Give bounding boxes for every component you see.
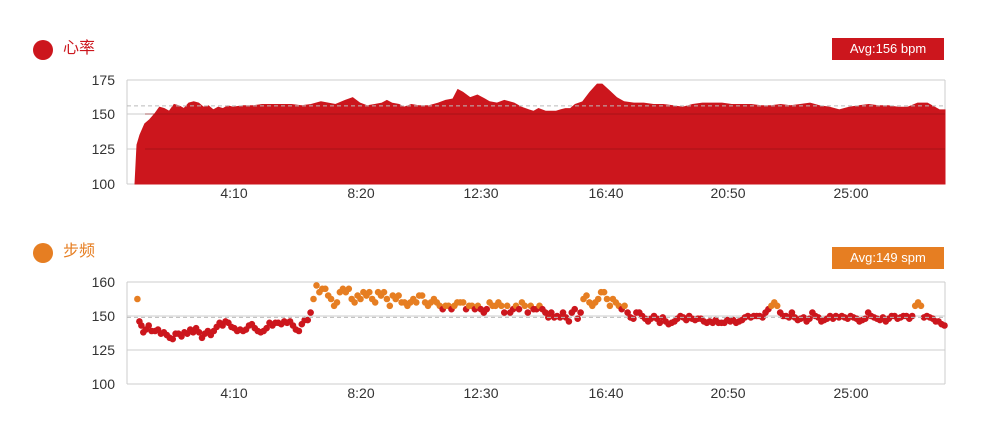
hr-x-tick-label: 8:20 <box>347 185 374 201</box>
hr-x-tick-label: 12:30 <box>463 185 498 201</box>
cadence-point <box>327 295 335 303</box>
cadence-point <box>357 295 364 303</box>
cadence-point <box>577 309 584 316</box>
cadence-point <box>371 299 379 306</box>
cadence-point <box>483 305 491 313</box>
hr-x-tick-label: 4:10 <box>220 185 247 201</box>
cadence-point <box>333 299 341 306</box>
cadence-point <box>295 327 303 335</box>
cadence-point <box>603 295 611 303</box>
cadence-x-tick-label: 4:10 <box>220 385 247 401</box>
cadence-point <box>515 305 523 313</box>
cadence-point <box>366 288 373 296</box>
cadence-point <box>498 302 505 310</box>
cadence-point <box>413 299 420 306</box>
cadence-point <box>542 309 549 316</box>
hr-y-tick-label: 100 <box>92 176 116 192</box>
hr-x-tick-label: 25:00 <box>833 185 868 201</box>
cadence-point <box>656 319 664 327</box>
cadence-point <box>169 335 176 343</box>
cadence-point <box>788 309 796 316</box>
cadence-point <box>195 329 203 336</box>
cadence-point <box>600 288 608 296</box>
cadence-point <box>345 285 353 293</box>
cadence-point <box>574 315 581 323</box>
cadence-x-tick-label: 20:50 <box>710 385 745 401</box>
cadence-point <box>503 302 511 310</box>
cadence-point <box>524 309 532 316</box>
cadence-point <box>459 299 467 306</box>
cadence-point <box>565 318 573 325</box>
cadence-y-tick-label: 100 <box>92 376 116 392</box>
cadence-point <box>310 295 317 303</box>
cadence-point <box>908 312 916 320</box>
cadence-point <box>322 285 329 293</box>
cadence-point <box>304 316 312 324</box>
cadence-point <box>307 309 314 316</box>
cadence-point <box>521 302 529 310</box>
hr-x-tick-label: 20:50 <box>710 185 745 201</box>
cadence-point <box>917 302 925 310</box>
hr-y-tick-label: 175 <box>92 72 116 88</box>
cadence-point <box>548 309 555 316</box>
cadence-legend-dot <box>33 243 53 263</box>
cadence-point <box>941 322 948 329</box>
hr-y-tick-label: 150 <box>92 106 116 122</box>
cadence-y-tick-label: 125 <box>92 342 116 358</box>
cadence-x-tick-label: 16:40 <box>588 385 623 401</box>
cadence-point <box>138 322 145 329</box>
cadence-y-tick-label: 160 <box>92 274 116 290</box>
cadence-point <box>630 315 637 323</box>
cadence-point <box>383 295 391 303</box>
heart-rate-legend-dot <box>33 40 53 60</box>
hr-area <box>134 83 946 185</box>
cadence-point <box>773 302 781 310</box>
heart-rate-title: 心率 <box>63 40 96 57</box>
cadence-point <box>583 292 590 299</box>
cadence-point <box>594 295 602 303</box>
cadence-point <box>571 305 578 313</box>
cadence-title: 步频 <box>63 243 96 260</box>
cadence-point <box>559 309 567 316</box>
cadence-x-tick-label: 12:30 <box>463 385 498 401</box>
cadence-point <box>263 324 270 332</box>
cadence-y-tick-label: 150 <box>92 308 116 324</box>
cadence-x-tick-label: 25:00 <box>833 385 868 401</box>
heart-rate-avg-badge: Avg:156 bpm <box>832 38 944 60</box>
cadence-x-tick-label: 8:20 <box>347 385 374 401</box>
cadence-point <box>624 309 631 316</box>
hr-x-tick-label: 16:40 <box>588 185 623 201</box>
cadence-point <box>395 292 402 299</box>
cadence-point <box>759 314 766 321</box>
cadence-point <box>418 292 426 299</box>
cadence-point <box>380 288 388 296</box>
cadence-point <box>501 309 508 316</box>
hr-y-tick-label: 125 <box>92 141 116 157</box>
cadence-point <box>313 282 320 289</box>
cadence-point <box>145 322 152 329</box>
cadence-point <box>134 295 141 303</box>
cadence-point <box>621 302 628 310</box>
cadence-point <box>386 302 394 310</box>
cadence-avg-badge: Avg:149 spm <box>832 247 944 269</box>
cadence-point <box>351 299 358 306</box>
cadence-point <box>862 315 869 323</box>
cadence-point <box>606 302 614 310</box>
cadence-point <box>556 314 564 321</box>
cadence-point <box>806 315 813 323</box>
